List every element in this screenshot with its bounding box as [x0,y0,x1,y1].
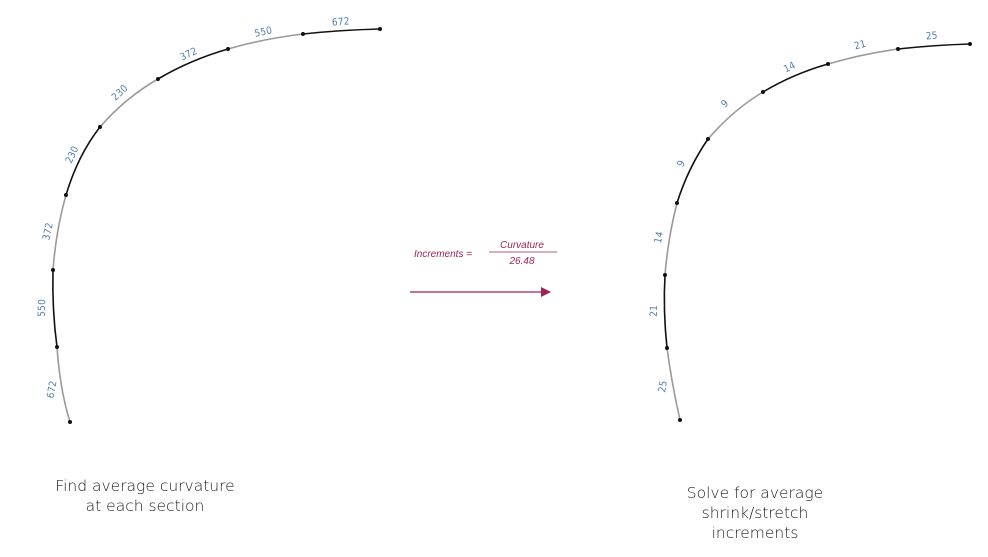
left-nodes [51,27,382,424]
right-node [968,42,972,46]
right-labels: 25 21 14 9 9 14 21 25 [649,31,938,394]
left-segment-5 [99,78,159,128]
left-labels: 672 550 372 230 230 372 550 672 [37,16,350,399]
right-node [826,62,830,66]
left-segment-2 [52,269,58,348]
left-node [156,77,160,81]
left-segment-8 [302,28,381,35]
right-node [675,201,679,205]
right-node [896,47,900,51]
right-caption-line-3: increments [711,524,799,542]
right-node [678,418,682,422]
left-segment-7 [227,33,304,50]
formula-lhs: Increments = [414,249,472,260]
left-label-1: 672 [46,380,60,399]
right-label-5: 9 [719,98,731,110]
right-node [663,273,667,277]
left-label-2: 550 [37,299,49,317]
left-node [98,125,102,129]
formula-block: Increments = Curvature 26.48 [414,240,557,267]
left-segment-6 [157,48,229,80]
left-segment-1 [56,346,71,423]
left-label-3: 372 [41,222,55,242]
left-label-8: 672 [332,16,351,28]
right-label-1: 25 [657,380,670,394]
left-node [226,47,230,51]
right-caption-line-1: Solve for average [686,484,824,502]
right-segment-8 [897,43,971,50]
right-node [706,137,710,141]
right-label-4: 9 [676,159,689,169]
left-node [55,345,59,349]
right-node [665,346,669,350]
right-label-7: 21 [853,39,867,53]
right-segment-2 [663,274,668,349]
left-caption-line-1: Find average curvature [55,477,235,495]
right-segment-6 [762,63,829,93]
left-segment-3 [52,194,67,271]
left-curve: 672 550 372 230 230 372 550 672 [37,16,382,424]
left-segment-4 [65,126,101,196]
right-label-8: 25 [925,31,938,43]
right-segment-4 [676,138,709,204]
left-node [301,32,305,36]
right-nodes [663,42,972,422]
right-segment-7 [827,48,899,65]
left-node [51,268,55,272]
right-label-2: 21 [649,305,660,317]
right-label-3: 14 [653,230,666,244]
right-caption-line-2: shrink/stretch [701,504,809,522]
right-label-6: 14 [782,60,798,75]
right-caption: Solve for average shrink/stretch increme… [650,483,860,543]
left-node [64,193,68,197]
right-segment-1 [666,347,681,421]
right-segment-3 [664,202,678,276]
formula-denominator: 26.48 [508,256,534,267]
left-caption-line-2: at each section [85,497,205,515]
left-node [378,27,382,31]
right-node [761,90,765,94]
left-caption: Find average curvature at each section [30,476,260,516]
right-segment-5 [707,91,764,140]
left-node [68,420,72,424]
formula-numerator: Curvature [500,240,544,251]
right-curve: 25 21 14 9 9 14 21 25 [649,31,972,422]
left-label-7: 550 [254,25,274,39]
